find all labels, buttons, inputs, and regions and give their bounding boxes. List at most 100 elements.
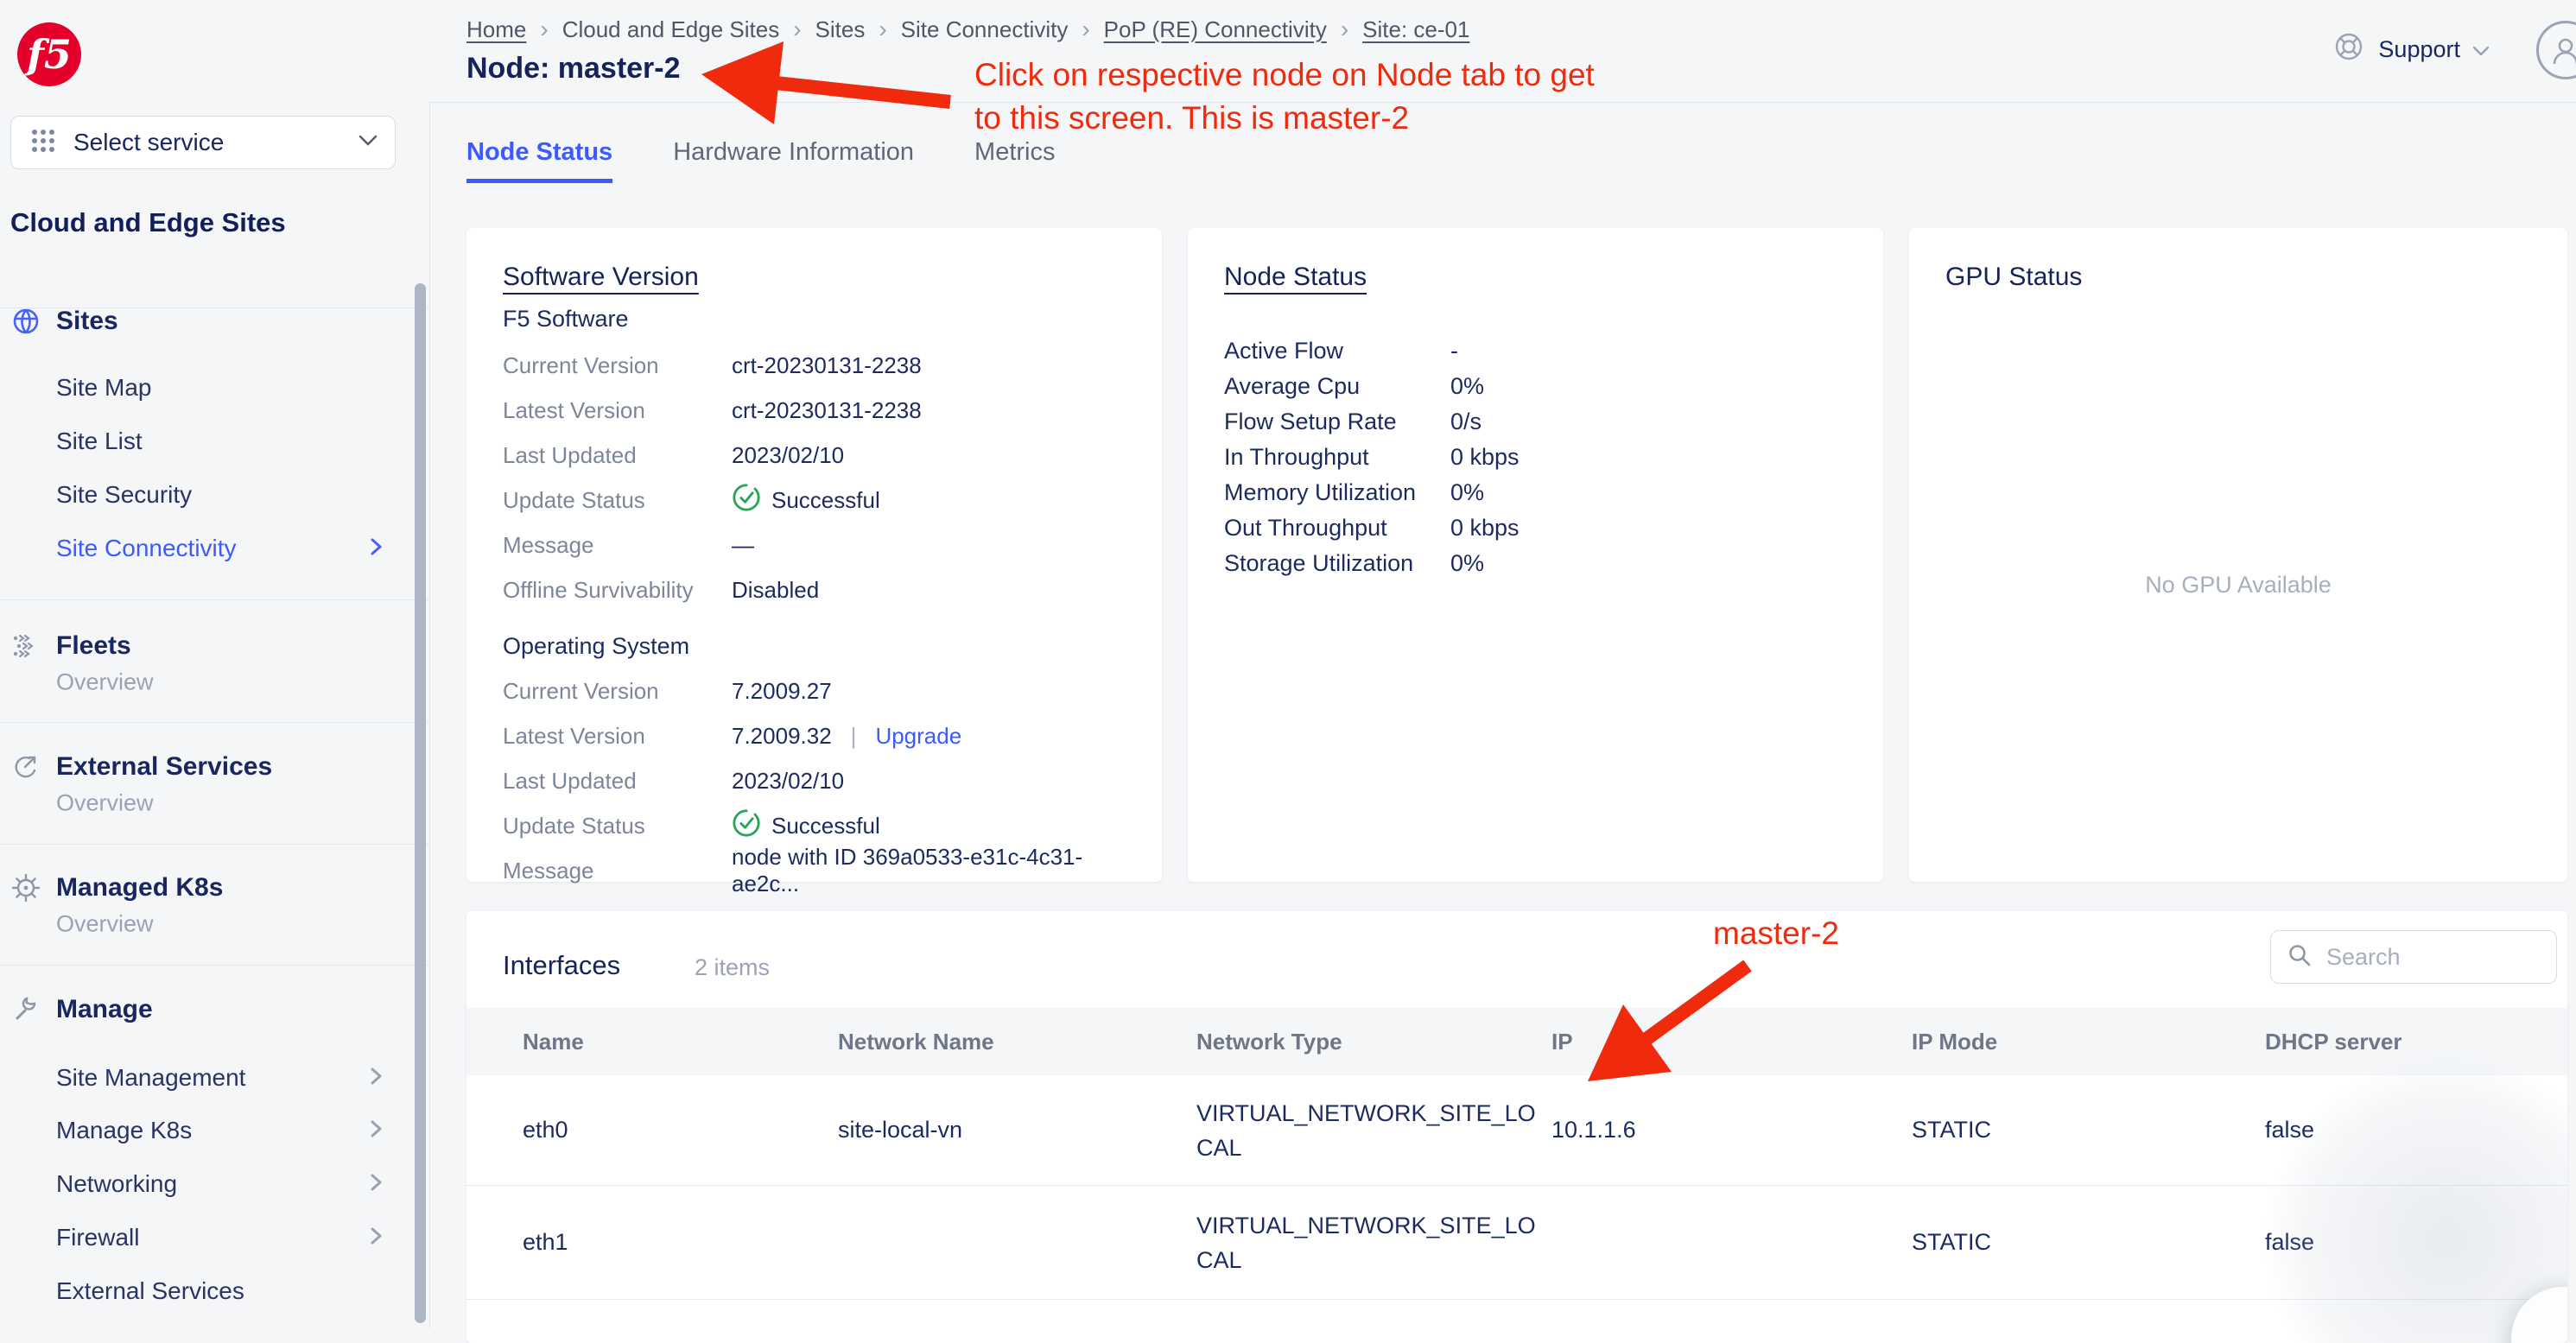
cell-dhcp-server: false <box>2265 1229 2567 1256</box>
wrench-icon <box>11 995 41 1024</box>
sidebar-item-managed-k8s-overview[interactable]: Overview <box>56 910 154 937</box>
sidebar-item-external-overview[interactable]: Overview <box>56 789 154 816</box>
sidebar-item-sites[interactable]: Sites <box>0 295 429 347</box>
divider <box>0 307 429 308</box>
cell-ip-mode: STATIC <box>1912 1117 1991 1143</box>
col-dhcp-server[interactable]: DHCP server <box>2265 1028 2402 1055</box>
sidebar-item-site-management[interactable]: Site Management <box>0 1055 429 1101</box>
col-network-type[interactable]: Network Type <box>1196 1028 1342 1055</box>
tab-bar: Node Status Hardware Information Metrics <box>466 138 1055 183</box>
search-input[interactable] <box>2325 942 2541 972</box>
breadcrumb-home[interactable]: Home <box>466 16 527 42</box>
cell-ip-mode: STATIC <box>1912 1229 1991 1255</box>
sidebar-item-label: External Services <box>56 752 273 781</box>
grid-icon <box>29 126 58 160</box>
tab-node-status[interactable]: Node Status <box>466 138 613 183</box>
tab-hardware-information[interactable]: Hardware Information <box>673 138 915 166</box>
sidebar-item-site-list[interactable]: Site List <box>0 418 429 465</box>
sidebar-scrollbar[interactable] <box>415 283 426 1323</box>
sidebar-item-site-connectivity[interactable]: Site Connectivity <box>0 525 429 572</box>
col-ip[interactable]: IP <box>1551 1028 1573 1055</box>
kv-value: - <box>1450 338 1458 364</box>
divider <box>0 844 429 845</box>
breadcrumb-site-connectivity[interactable]: Site Connectivity <box>900 16 1069 42</box>
success-check-icon <box>732 483 761 518</box>
kv-value: 2023/02/10 <box>732 441 845 468</box>
chevron-right-icon <box>370 1119 384 1143</box>
table-row[interactable]: eth0 site-local-vn VIRTUAL_NETWORK_SITE_… <box>466 1075 2567 1186</box>
kv-value: Successful <box>771 486 880 513</box>
header-divider <box>429 102 2576 103</box>
chevron-separator-icon: › <box>540 16 549 42</box>
sidebar-item-fleets-overview[interactable]: Overview <box>56 668 154 695</box>
sidebar-border <box>429 102 430 1328</box>
sidebar-item-fleets[interactable]: Fleets <box>0 620 429 672</box>
col-ip-mode[interactable]: IP Mode <box>1912 1028 1998 1055</box>
kv-label: Message <box>503 857 594 884</box>
divider <box>0 722 429 723</box>
interfaces-count: 2 items <box>695 954 771 980</box>
sidebar-item-manage-k8s[interactable]: Manage K8s <box>0 1107 429 1154</box>
support-menu[interactable]: Support <box>2332 29 2490 70</box>
kv-value: 7.2009.27 <box>732 677 832 704</box>
select-service-dropdown[interactable]: Select service <box>10 116 396 169</box>
upgrade-link[interactable]: Upgrade <box>875 722 962 749</box>
kv-value: Successful <box>771 812 880 839</box>
f5-logo[interactable]: f5 <box>17 22 81 86</box>
kv-value: 2023/02/10 <box>732 767 845 794</box>
kv-row: Last Updated 2023/02/10 <box>503 758 1126 803</box>
chevron-right-icon <box>370 1226 384 1250</box>
sidebar-item-label: Site Management <box>56 1064 246 1091</box>
sidebar-item-site-security[interactable]: Site Security <box>0 472 429 518</box>
node-status-title[interactable]: Node Status <box>1224 263 1367 291</box>
f5-software-heading: F5 Software <box>503 306 629 332</box>
table-row[interactable]: eth1 VIRTUAL_NETWORK_SITE_LOCAL STATIC f… <box>466 1186 2567 1300</box>
chevron-separator-icon: › <box>1082 16 1090 42</box>
software-version-title[interactable]: Software Version <box>503 263 699 291</box>
kv-label: Memory Utilization <box>1224 479 1417 505</box>
divider <box>0 599 429 600</box>
kv-row: Current Version crt-20230131-2238 <box>503 343 1126 388</box>
chevron-down-icon <box>2472 36 2490 63</box>
kv-label: Storage Utilization <box>1224 550 1414 576</box>
kv-row: Offline Survivability Disabled <box>503 567 1126 612</box>
kv-value: crt-20230131-2238 <box>732 396 922 423</box>
sidebar-item-label: Site Security <box>56 481 193 508</box>
sidebar-item-external-services-manage[interactable]: External Services <box>0 1268 429 1314</box>
sidebar-item-networking[interactable]: Networking <box>0 1161 429 1207</box>
sidebar-item-managed-k8s[interactable]: Managed K8s <box>0 862 429 914</box>
sidebar-item-external-services[interactable]: External Services <box>0 741 429 793</box>
kv-value: 0/s <box>1450 409 1482 434</box>
breadcrumb-site-ce-01[interactable]: Site: ce-01 <box>1362 16 1470 42</box>
gpu-status-title: GPU Status <box>1945 263 2083 291</box>
kv-label: Out Throughput <box>1224 515 1387 541</box>
sidebar-item-manage[interactable]: Manage <box>0 984 429 1036</box>
life-buoy-icon <box>2332 29 2366 70</box>
kv-value: 0% <box>1450 479 1485 505</box>
chevron-right-icon <box>370 1067 384 1090</box>
kv-label: Update Status <box>503 812 645 839</box>
account-icon[interactable] <box>2536 21 2576 79</box>
kv-row: Memory Utilization 0% <box>1224 475 1847 510</box>
cell-ip: 10.1.1.6 <box>1551 1117 1636 1143</box>
kv-row: Message — <box>503 523 1126 567</box>
col-network-name[interactable]: Network Name <box>838 1028 994 1055</box>
col-name[interactable]: Name <box>523 1028 584 1055</box>
kv-label: Average Cpu <box>1224 373 1361 399</box>
sidebar-item-site-map[interactable]: Site Map <box>0 364 429 411</box>
fleet-icon <box>11 631 41 661</box>
kv-value: 7.2009.32 <box>732 722 832 749</box>
breadcrumb-cloud-edge-sites[interactable]: Cloud and Edge Sites <box>562 16 780 42</box>
sidebar-item-label: Site List <box>56 428 143 454</box>
kv-label: Last Updated <box>503 441 637 468</box>
page-title: Node: master-2 <box>466 52 681 85</box>
sidebar-item-label: Manage <box>56 995 153 1023</box>
breadcrumb-pop-re-connectivity[interactable]: PoP (RE) Connectivity <box>1103 16 1327 42</box>
tab-metrics[interactable]: Metrics <box>974 138 1056 166</box>
breadcrumb-sites[interactable]: Sites <box>815 16 866 42</box>
search-box <box>2270 930 2557 984</box>
sidebar-item-firewall[interactable]: Firewall <box>0 1214 429 1261</box>
cell-name: eth0 <box>523 1117 568 1143</box>
kv-row: Flow Setup Rate 0/s <box>1224 404 1847 440</box>
kv-value: 0% <box>1450 550 1485 576</box>
